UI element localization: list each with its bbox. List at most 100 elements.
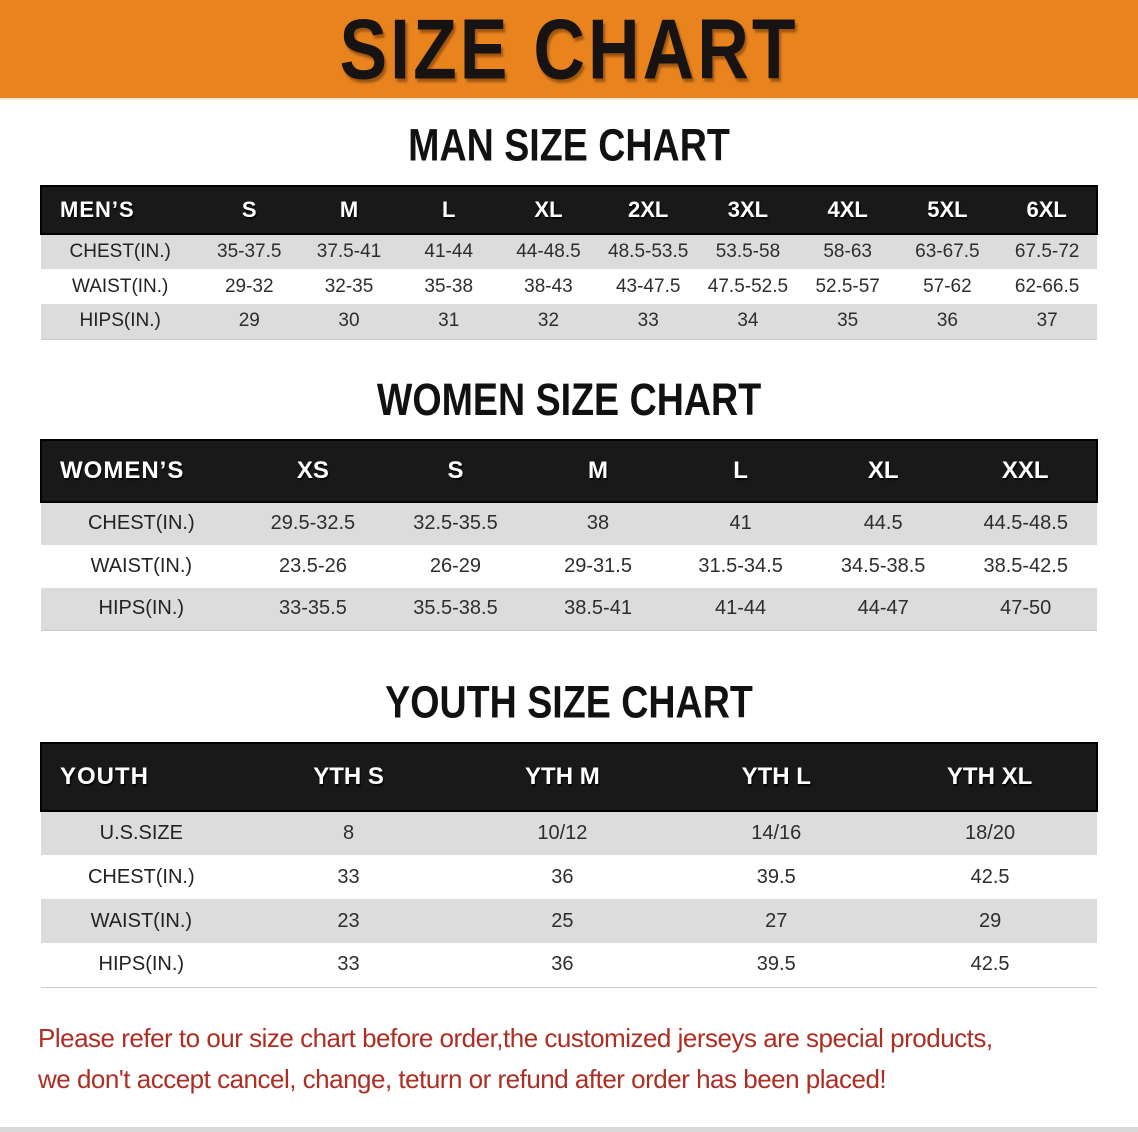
size-value-cell: 32.5-35.5 [413, 512, 498, 534]
banner-title: SIZE CHART [339, 1, 799, 97]
size-value-cell: 39.5 [756, 953, 796, 976]
section-heading: YOUTH SIZE CHART [385, 677, 753, 729]
size-value-cell: 44.5-48.5 [983, 512, 1068, 534]
size-table: MEN’S S M L XL 2XL 3XL 4XL 5XL 6XL CHEST(IN.) 35-3… [40, 185, 1098, 340]
size-column-header: XL [534, 197, 563, 222]
size-value-cell: 26-29 [429, 554, 482, 577]
size-value-cell: 29-31.5 [564, 554, 632, 577]
size-value-cell: 36 [936, 310, 958, 332]
size-value-cell: 29-32 [224, 275, 274, 297]
measurement-row: U.S.SIZE 8 10/12 14/16 18/20 [41, 811, 1097, 855]
size-value-cell: 37 [1036, 310, 1058, 332]
size-value-cell: 33 [337, 865, 360, 888]
size-value-cell: 31.5-34.5 [698, 554, 783, 577]
size-value-cell: 44-47 [857, 597, 909, 620]
size-value-cell: 35 [837, 310, 859, 332]
size-value-cell: 32-35 [324, 275, 374, 297]
size-table-header-row: WOMEN’S XS S M L XL XXL [41, 439, 1097, 502]
size-value-cell: 43-47.5 [615, 275, 681, 297]
size-chart-section: MAN SIZE CHART MEN’S S M L XL 2XL 3XL 4XL 5XL 6XL… [0, 121, 1138, 340]
size-value-cell: 27 [765, 909, 788, 932]
table-group-label: MEN’S [60, 197, 135, 222]
size-table: WOMEN’S XS S M L XL XXL CHEST(IN.) 29.5-32.5 32.… [40, 439, 1098, 631]
row-label: CHEST(IN.) [87, 512, 195, 534]
table-group-label: YOUTH [60, 763, 149, 790]
size-value-cell: 35.5-38.5 [413, 597, 498, 620]
size-value-cell: 38.5-42.5 [983, 554, 1068, 577]
size-table: YOUTH YTH S YTH M YTH L YTH XL U.S.SIZE 8 10/1… [40, 742, 1098, 988]
size-value-cell: 23 [337, 909, 360, 932]
row-label: CHEST(IN.) [69, 241, 171, 262]
size-value-cell: 47.5-52.5 [707, 275, 789, 297]
size-value-cell: 58-63 [823, 241, 872, 262]
size-value-cell: 33 [337, 953, 360, 976]
row-label: CHEST(IN.) [87, 865, 195, 888]
size-column-header: M [588, 456, 609, 484]
row-label: WAIST(IN.) [90, 909, 193, 932]
banner: SIZE CHART [0, 0, 1138, 100]
size-value-cell: 35-37.5 [217, 241, 282, 262]
size-value-cell: 35-38 [424, 275, 474, 297]
size-column-header: M [339, 197, 359, 222]
measurement-row: WAIST(IN.) 23 25 27 29 [41, 899, 1097, 943]
row-label: U.S.SIZE [99, 822, 183, 844]
size-value-cell: 33-35.5 [278, 597, 347, 620]
disclaimer-line2: we don't accept cancel, change, teturn o… [38, 1064, 887, 1095]
size-value-cell: 38-43 [524, 275, 573, 297]
size-column-header: S [447, 456, 464, 484]
size-value-cell: 34 [737, 310, 759, 332]
size-value-cell: 48.5-53.5 [608, 241, 689, 262]
measurement-row: CHEST(IN.) 29.5-32.5 32.5-35.5 38 41 44.5 44.5… [41, 501, 1097, 545]
size-value-cell: 32 [537, 310, 560, 332]
size-value-cell: 44-48.5 [516, 241, 581, 262]
size-chart-section: WOMEN SIZE CHART WOMEN’S XS S M L XL XXL CHEST… [0, 374, 1138, 631]
size-value-cell: 57-62 [923, 275, 972, 297]
size-value-cell: 14/16 [751, 822, 802, 844]
measurement-row: CHEST(IN.) 35-37.5 37.5-41 41-44 44-48.5 48.5… [41, 234, 1097, 269]
size-value-cell: 44.5 [863, 512, 903, 534]
size-value-cell: 36 [551, 953, 574, 976]
size-value-cell: 34.5-38.5 [840, 554, 926, 577]
size-column-header: L [733, 456, 748, 484]
size-value-cell: 67.5-72 [1014, 241, 1080, 262]
size-value-cell: 37.5-41 [316, 241, 382, 262]
row-label: WAIST(IN.) [71, 275, 169, 297]
size-value-cell: 29.5-32.5 [270, 512, 356, 534]
table-group-label: WOMEN’S [60, 456, 185, 484]
size-value-cell: 62-66.5 [1014, 275, 1080, 297]
size-column-header: 2XL [628, 197, 669, 222]
size-column-header: XS [296, 456, 329, 484]
size-table-header-row: YOUTH YTH S YTH M YTH L YTH XL [41, 743, 1097, 811]
disclaimer: Please refer to our size chart before or… [38, 1018, 1100, 1101]
size-value-cell: 38 [586, 512, 610, 534]
measurement-row: CHEST(IN.) 33 36 39.5 42.5 [41, 855, 1097, 899]
measurement-row: HIPS(IN.) 33-35.5 35.5-38.5 38.5-41 41-44 44-… [41, 587, 1097, 631]
size-value-cell: 8 [342, 822, 355, 844]
row-label: HIPS(IN.) [79, 310, 161, 332]
size-table-header-row: MEN’S S M L XL 2XL 3XL 4XL 5XL 6XL [41, 186, 1097, 234]
size-column-header: XXL [1001, 456, 1049, 484]
size-value-cell: 23.5-26 [278, 554, 347, 577]
row-label: WAIST(IN.) [90, 554, 193, 577]
size-value-cell: 41-44 [424, 241, 474, 262]
size-column-header: XL [867, 456, 899, 484]
size-value-cell: 38.5-41 [564, 597, 632, 620]
size-value-cell: 42.5 [970, 953, 1010, 976]
size-value-cell: 53.5-58 [715, 241, 781, 262]
measurement-row: WAIST(IN.) 29-32 32-35 35-38 38-43 43-47.5 47.… [41, 269, 1097, 304]
size-value-cell: 31 [438, 310, 460, 332]
measurement-row: HIPS(IN.) 33 36 39.5 42.5 [41, 943, 1097, 987]
size-value-cell: 30 [338, 310, 360, 332]
measurement-row: HIPS(IN.) 29 30 31 32 33 34 35 36 37 [41, 304, 1097, 339]
size-column-header: YTH L [741, 763, 811, 790]
disclaimer-line1: Please refer to our size chart before or… [38, 1022, 993, 1053]
size-column-header: 6XL [1026, 197, 1067, 222]
row-label: HIPS(IN.) [98, 953, 185, 976]
size-chart-section: YOUTH SIZE CHART YOUTH YTH S YTH M YTH L YTH… [0, 677, 1138, 988]
size-value-cell: 25 [551, 909, 574, 932]
size-column-header: YTH XL [946, 763, 1033, 790]
bottom-edge-divider [0, 1127, 1138, 1132]
size-value-cell: 10/12 [537, 822, 588, 844]
size-value-cell: 63-67.5 [915, 241, 980, 262]
size-value-cell: 29 [978, 909, 1002, 932]
